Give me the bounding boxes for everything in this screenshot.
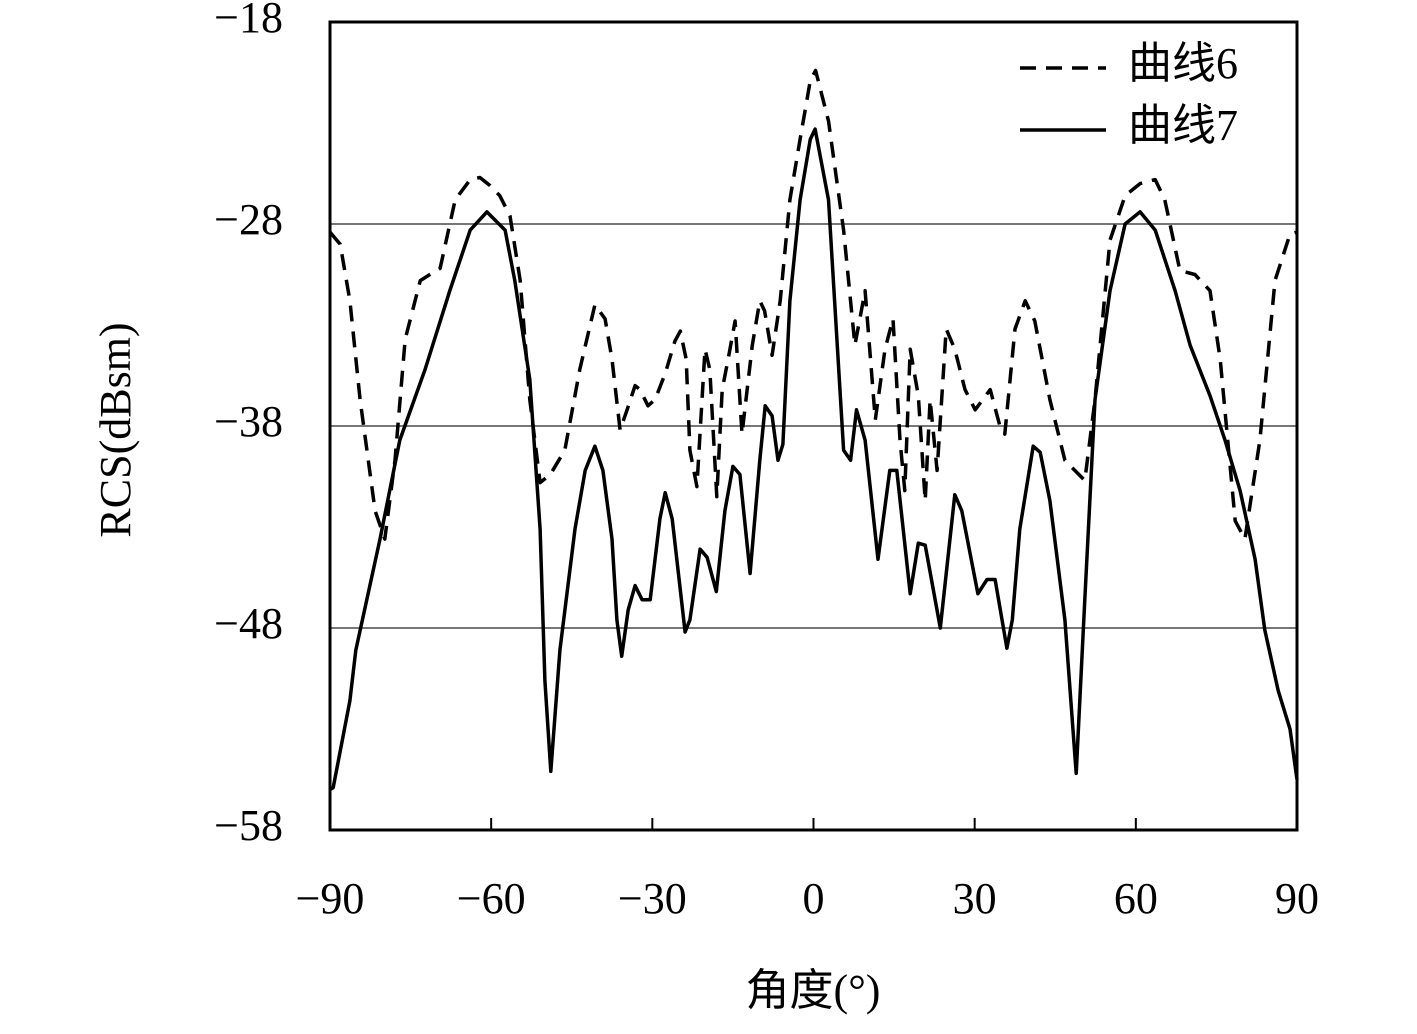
- x-axis-label: 角度(°): [746, 966, 881, 1015]
- legend-label: 曲线6: [1128, 39, 1238, 88]
- x-tick-label: 60: [1114, 874, 1158, 923]
- legend-label: 曲线7: [1128, 101, 1238, 150]
- y-tick-label: −18: [214, 0, 283, 42]
- y-tick-label: −38: [214, 397, 283, 446]
- x-tick-label: −90: [296, 874, 365, 923]
- x-tick-label: 90: [1275, 874, 1319, 923]
- x-tick-label: 0: [803, 874, 825, 923]
- line-series: [328, 68, 1298, 541]
- x-tick-label: −60: [457, 874, 526, 923]
- x-tick-label: 30: [953, 874, 997, 923]
- plot-frame: [328, 20, 1299, 832]
- y-axis-label: RCS(dBsm): [91, 322, 140, 537]
- y-tick-label: −48: [214, 599, 283, 648]
- x-tick-label: −30: [618, 874, 687, 923]
- y-tick-label: −58: [214, 801, 283, 850]
- line-series: [329, 127, 1299, 792]
- y-tick-label: −28: [214, 195, 283, 244]
